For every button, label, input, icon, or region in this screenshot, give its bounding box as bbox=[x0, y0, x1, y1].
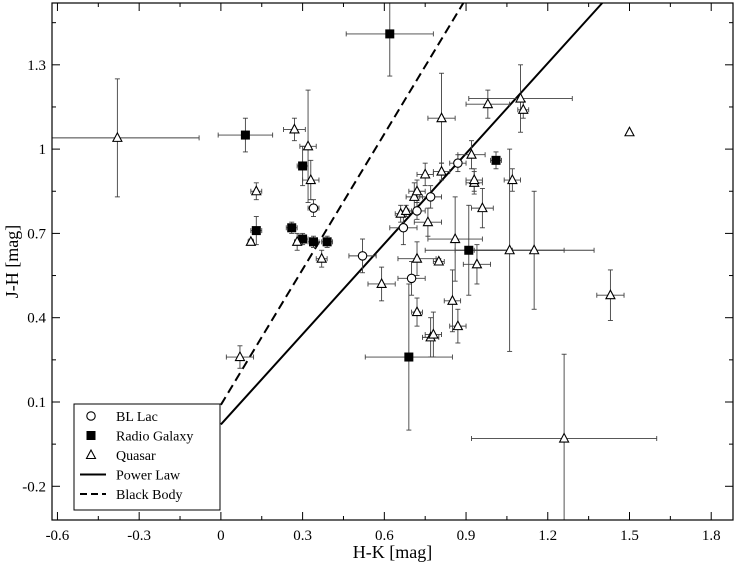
bl-lac-point bbox=[453, 158, 463, 168]
x-tick-label: 0.6 bbox=[375, 528, 394, 544]
quasar-point bbox=[476, 201, 488, 213]
legend-radio-galaxy-label: Radio Galaxy bbox=[116, 430, 193, 445]
quasar-point bbox=[302, 140, 314, 151]
bl-lac-point bbox=[398, 223, 409, 233]
quasar-point bbox=[624, 126, 635, 137]
quasar-point bbox=[558, 432, 570, 443]
radio-galaxy-point bbox=[322, 237, 332, 247]
quasar-point bbox=[528, 244, 540, 255]
quasar-point bbox=[408, 190, 420, 201]
legend-quasar-label: Quasar bbox=[116, 449, 156, 464]
quasar-point bbox=[316, 252, 328, 263]
radio-galaxy-point bbox=[287, 223, 297, 233]
quasar-point bbox=[517, 103, 529, 114]
quasar-point bbox=[419, 168, 431, 179]
bl-lac-point bbox=[425, 192, 436, 202]
quasar-point bbox=[436, 165, 447, 176]
quasar-point bbox=[482, 97, 494, 109]
quasar-point bbox=[504, 244, 516, 255]
radio-galaxy-point bbox=[404, 352, 414, 362]
quasar-point bbox=[605, 289, 616, 300]
quasar-point bbox=[506, 173, 518, 185]
quasar-point bbox=[234, 350, 246, 362]
quasar-point bbox=[468, 173, 480, 185]
y-tick-label: 1 bbox=[39, 142, 47, 158]
x-axis-ticks: -0.6 -0.3 0 0.3 0.6 0.9 1.2 1.5 1.8 bbox=[46, 3, 721, 544]
data-markers bbox=[111, 29, 635, 443]
radio-galaxy-point bbox=[385, 29, 395, 39]
quasar-point bbox=[289, 123, 300, 134]
bl-lac-point bbox=[308, 203, 319, 213]
bl-lac-point bbox=[412, 206, 422, 216]
quasar-point bbox=[291, 235, 303, 246]
y-tick-label: 0.1 bbox=[27, 395, 46, 411]
radio-galaxy-point bbox=[251, 226, 261, 236]
x-tick-label: 1.8 bbox=[702, 528, 721, 544]
y-axis-ticks: -0.2 0.1 0.4 0.7 1 1.3 bbox=[22, 22, 733, 495]
radio-galaxy-point bbox=[464, 245, 474, 255]
legend: BL Lac Radio Galaxy Quasar Power Law Black B… bbox=[73, 403, 221, 511]
y-tick-label: 1.3 bbox=[27, 58, 46, 74]
radio-galaxy-point bbox=[491, 155, 501, 165]
quasar-point bbox=[471, 258, 483, 269]
x-tick-label: 0 bbox=[217, 528, 225, 544]
x-tick-label: 1.5 bbox=[620, 528, 639, 544]
reference-lines bbox=[220, 2, 603, 426]
legend-bl-lac-symbol bbox=[86, 411, 96, 421]
black-body-line bbox=[220, 2, 465, 406]
quasar-point bbox=[305, 173, 317, 185]
x-tick-label: -0.6 bbox=[46, 528, 70, 544]
bl-lac-point bbox=[406, 273, 417, 284]
x-axis-title: H-K [mag] bbox=[353, 542, 432, 562]
quasar-point bbox=[376, 277, 388, 289]
plot-frame bbox=[51, 2, 734, 521]
radio-galaxy-point bbox=[240, 130, 250, 140]
quasar-point bbox=[427, 328, 439, 339]
quasar-point bbox=[400, 204, 412, 215]
legend-black-body-label: Black Body bbox=[116, 488, 183, 503]
x-tick-label: 0.3 bbox=[293, 528, 312, 544]
y-tick-label: 0.7 bbox=[27, 226, 46, 242]
quasar-point bbox=[250, 185, 262, 196]
legend-bl-lac-label: BL Lac bbox=[116, 410, 158, 425]
quasar-point bbox=[422, 215, 434, 227]
power-law-line bbox=[220, 2, 603, 426]
legend-power-law-label: Power Law bbox=[116, 469, 181, 484]
quasar-point bbox=[411, 185, 423, 196]
y-tick-label: 0.4 bbox=[27, 311, 46, 327]
x-tick-label: 0.9 bbox=[457, 528, 476, 544]
radio-galaxy-point bbox=[298, 161, 308, 171]
y-axis-title: J-H [mag] bbox=[2, 225, 22, 298]
quasar-point bbox=[111, 131, 123, 142]
legend-radio-galaxy-symbol bbox=[86, 431, 96, 440]
quasar-point bbox=[436, 112, 447, 123]
radio-galaxy-point bbox=[309, 237, 319, 247]
quasar-point bbox=[433, 255, 445, 266]
quasar-point bbox=[447, 294, 458, 305]
y-tick-label: -0.2 bbox=[22, 479, 46, 495]
quasar-point bbox=[411, 252, 423, 263]
bl-lac-point bbox=[357, 251, 368, 261]
legend-quasar-symbol bbox=[85, 448, 97, 460]
x-tick-label: 1.2 bbox=[538, 528, 557, 544]
quasar-point bbox=[452, 319, 464, 331]
quasar-point bbox=[449, 232, 461, 244]
legend-box bbox=[73, 403, 221, 511]
quasar-point bbox=[466, 148, 477, 159]
quasar-point bbox=[245, 235, 257, 246]
quasar-point bbox=[515, 92, 526, 103]
quasar-point bbox=[411, 305, 423, 317]
x-tick-label: -0.3 bbox=[127, 528, 151, 544]
